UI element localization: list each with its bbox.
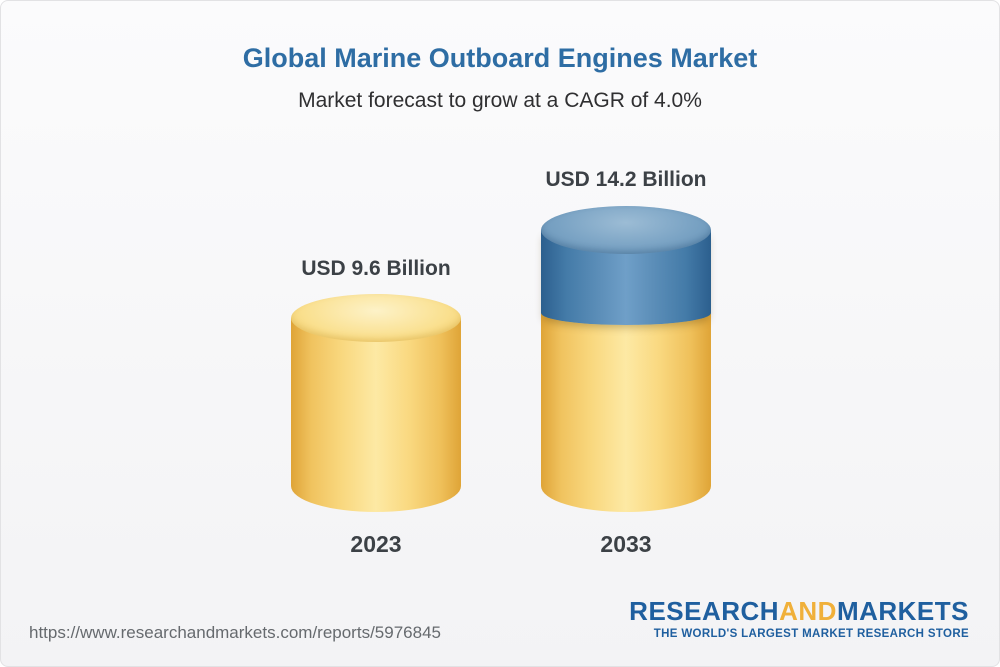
cylinder-cap-gold — [291, 294, 461, 342]
logo-word-research: RESEARCH — [629, 596, 780, 626]
cylinder-bar-2033 — [541, 206, 711, 512]
cylinder-body-gold — [291, 318, 461, 512]
value-label-2023: USD 9.6 Billion — [301, 257, 451, 280]
cylinder-cap-blue — [541, 206, 711, 254]
logo-tagline: THE WORLD'S LARGEST MARKET RESEARCH STOR… — [653, 628, 969, 640]
logo-word-markets: MARKETS — [836, 596, 969, 626]
logo-wordmark: RESEARCHANDMARKETS — [629, 597, 969, 625]
research-and-markets-logo: RESEARCHANDMARKETS THE WORLD'S LARGEST M… — [629, 597, 969, 640]
category-label-2023: 2023 — [350, 531, 402, 557]
logo-word-and: AND — [779, 596, 837, 626]
chart-title: Global Marine Outboard Engines Market — [242, 43, 758, 73]
category-label-2033: 2033 — [600, 531, 652, 557]
report-url: https://www.researchandmarkets.com/repor… — [29, 623, 441, 642]
cylinder-bar-2023 — [291, 294, 461, 512]
cylinder-body-gold — [541, 313, 711, 512]
chart-subtitle: Market forecast to grow at a CAGR of 4.0… — [298, 89, 702, 112]
value-label-2033: USD 14.2 Billion — [545, 168, 707, 191]
